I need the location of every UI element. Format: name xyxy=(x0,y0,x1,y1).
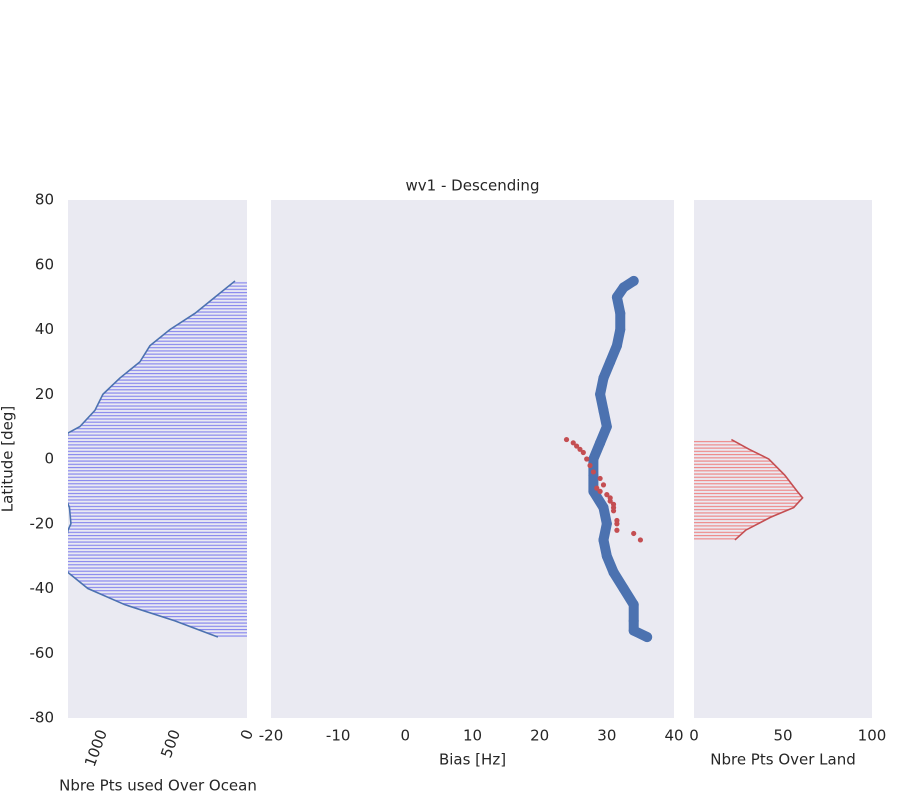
point xyxy=(594,485,600,491)
x-axis-label: Bias [Hz] xyxy=(439,751,506,769)
y-axis-label: Latitude [deg] xyxy=(0,406,17,512)
x-tick-label: -10 xyxy=(326,727,351,745)
point xyxy=(618,583,629,594)
point xyxy=(598,405,609,416)
y-tick-label: -20 xyxy=(30,514,55,532)
point xyxy=(588,470,599,481)
x-tick-label: 20 xyxy=(530,727,549,745)
point xyxy=(577,446,583,452)
panel-background xyxy=(271,200,674,718)
point xyxy=(580,449,586,456)
point xyxy=(598,534,609,545)
point xyxy=(637,537,644,543)
point xyxy=(615,308,626,319)
y-tick-label: 20 xyxy=(35,385,54,403)
y-tick-label: -80 xyxy=(30,709,55,727)
point xyxy=(628,275,639,286)
x-tick-label: 500 xyxy=(157,727,184,760)
point xyxy=(614,527,620,533)
point xyxy=(615,324,626,335)
point xyxy=(605,356,616,367)
point xyxy=(570,440,576,446)
x-tick-label: 40 xyxy=(664,727,683,745)
point xyxy=(607,498,613,504)
x-tick-label: 10 xyxy=(463,727,482,745)
point xyxy=(595,389,606,400)
x-tick-label: -20 xyxy=(259,727,284,745)
point xyxy=(628,625,639,636)
point xyxy=(590,469,597,475)
point xyxy=(598,373,609,384)
x-tick-label: 0 xyxy=(401,727,411,745)
y-tick-label: 0 xyxy=(44,450,54,468)
plot-area xyxy=(694,438,804,541)
point xyxy=(608,567,619,578)
point xyxy=(598,502,609,513)
area-fill xyxy=(68,280,247,638)
point xyxy=(611,292,622,303)
point xyxy=(610,508,617,514)
x-tick-label: 1000 xyxy=(81,727,111,769)
point xyxy=(600,482,607,488)
point xyxy=(574,443,580,449)
y-tick-label: 60 xyxy=(35,255,54,273)
point xyxy=(587,462,593,469)
y-tick-label: -40 xyxy=(30,579,55,597)
point xyxy=(628,615,639,626)
profile-line xyxy=(730,438,804,541)
point xyxy=(631,530,637,537)
point xyxy=(618,282,629,293)
point xyxy=(597,475,603,482)
point xyxy=(601,421,612,432)
plot-area xyxy=(68,280,247,638)
point xyxy=(604,492,610,498)
profile-line xyxy=(68,280,236,638)
plot-area xyxy=(563,275,653,643)
point xyxy=(614,521,620,527)
point xyxy=(597,488,603,494)
x-tick-label: 50 xyxy=(773,727,792,745)
x-axis-label: Nbre Pts used Over Ocean xyxy=(59,777,257,795)
point xyxy=(563,436,570,443)
point xyxy=(628,599,639,610)
x-tick-label: 0 xyxy=(689,727,699,745)
point xyxy=(584,456,590,462)
point xyxy=(595,437,606,448)
point xyxy=(642,632,653,643)
x-tick-label: 30 xyxy=(597,727,616,745)
chart-title: wv1 - Descending xyxy=(406,177,540,195)
y-tick-label: 40 xyxy=(35,320,54,338)
x-tick-label: 100 xyxy=(858,727,887,745)
point xyxy=(588,454,599,464)
x-axis-label: Nbre Pts Over Land xyxy=(710,751,856,769)
x-tick-label: 0 xyxy=(237,727,257,742)
y-tick-label: -60 xyxy=(30,644,55,662)
y-tick-label: 80 xyxy=(35,191,54,209)
point xyxy=(601,518,612,529)
point xyxy=(601,551,612,562)
point xyxy=(611,340,622,351)
